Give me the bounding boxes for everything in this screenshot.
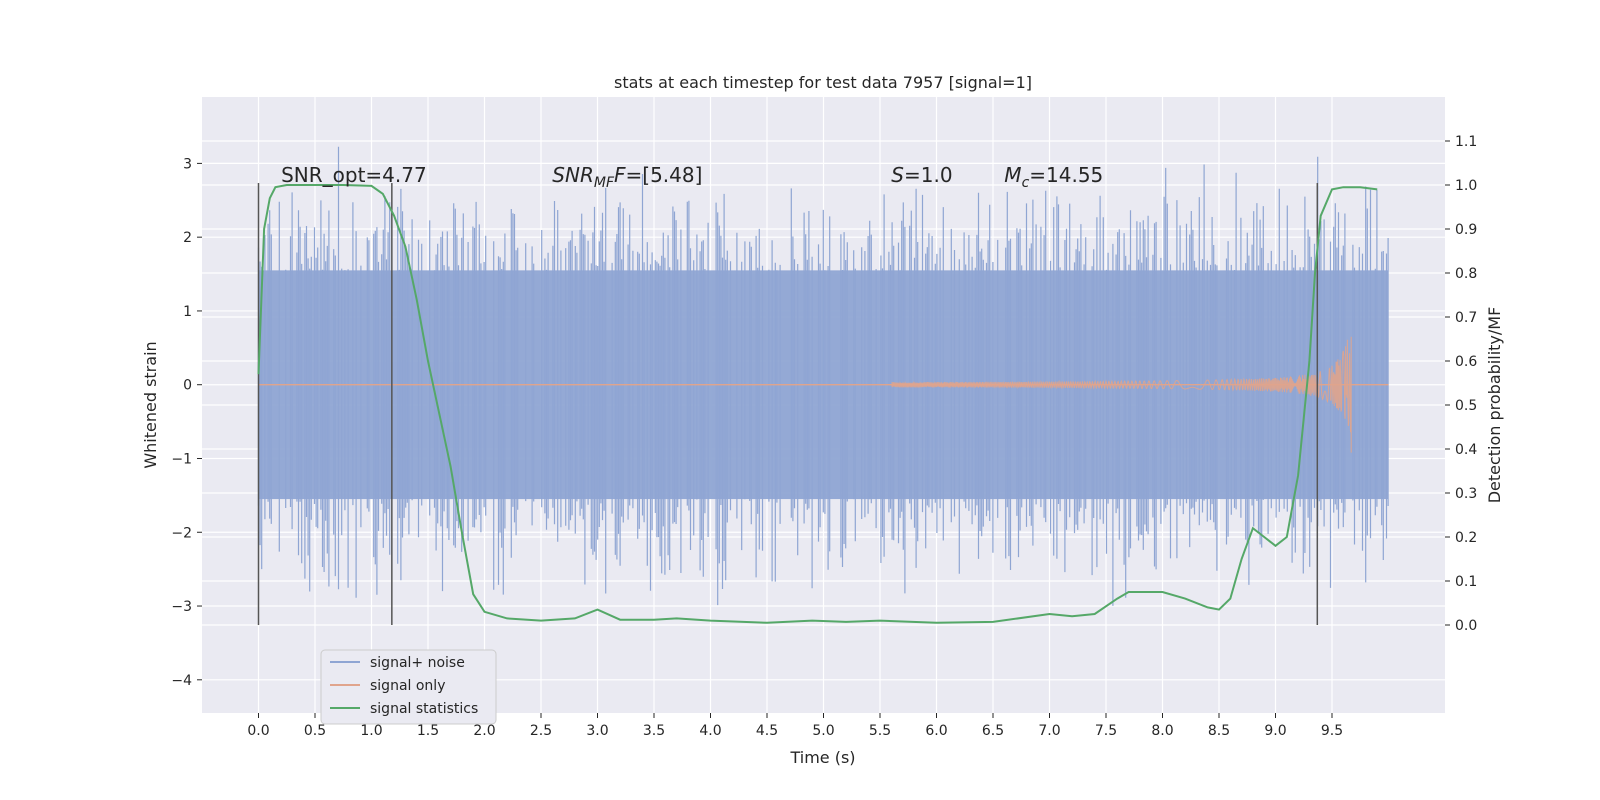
y-tick-label: 2 [183,230,192,246]
x-tick-label: 8.0 [1151,723,1173,739]
y-axis-right-label: Detection probability/MF [1485,307,1504,504]
x-tick-label: 6.0 [925,723,947,739]
x-tick-label: 3.5 [643,723,665,739]
annotation: SNRMFF=[5.48] [552,163,702,191]
x-axis-ticks: 0.0 0.5 1.0 1.5 2.0 2.5 3.0 3.5 4.0 4.5 5.0 5.5 6.0 6… [247,713,1343,739]
x-axis-label: Time (s) [789,748,855,767]
x-tick-label: 9.5 [1321,723,1343,739]
x-tick-label: 4.0 [699,723,721,739]
annotation: Mc=14.55 [1004,163,1103,191]
x-tick-label: 9.0 [1264,723,1286,739]
x-tick-label: 4.5 [756,723,778,739]
x-tick-label: 6.5 [982,723,1004,739]
y-tick-label: −3 [171,599,192,615]
y-right-tick-label: 0.1 [1455,574,1477,590]
y-right-tick-label: 0.2 [1455,530,1477,546]
y-right-tick-label: 0.5 [1455,398,1477,414]
annotation: SNR_opt=4.77 [281,163,427,187]
chart-title: stats at each timestep for test data 795… [614,73,1032,92]
y-axis-right-ticks: 1.1 1.0 0.9 0.8 0.7 0.6 0.5 0.4 0.3 0.2 0.1 0.0 [1445,134,1477,634]
y-right-tick-label: 0.9 [1455,222,1477,238]
y-right-tick-label: 0.6 [1455,354,1477,370]
x-tick-label: 0.5 [304,723,326,739]
y-tick-label: 1 [183,304,192,320]
x-tick-label: 2.0 [473,723,495,739]
legend-label-signal-noise: signal+ noise [370,655,465,671]
series-signal-only [891,336,1352,453]
legend-box [320,649,497,725]
series-signal-noise [257,146,1389,606]
y-right-tick-label: 1.0 [1455,178,1477,194]
y-tick-label: −1 [171,451,192,467]
legend-label-signal-only: signal only [370,678,445,694]
y-right-tick-label: 0.8 [1455,266,1477,282]
legend-label-signal-statistics: signal statistics [370,701,478,717]
x-tick-label: 8.5 [1208,723,1230,739]
y-right-tick-label: 0.3 [1455,486,1477,502]
x-tick-label: 5.0 [812,723,834,739]
x-tick-label: 0.0 [247,723,269,739]
x-tick-label: 2.5 [530,723,552,739]
series-signal-statistics-line [257,184,1378,624]
y-axis-ticks: 3 2 1 0 −1 −2 −3 −4 [171,156,202,689]
x-tick-label: 3.0 [586,723,608,739]
x-tick-label: 7.5 [1095,723,1117,739]
y-right-tick-label: 0.4 [1455,442,1477,458]
x-tick-label: 1.0 [360,723,382,739]
annotations: SNR_opt=4.77 SNRMFF=[5.48] S=1.0 Mc=14.55 [281,163,1103,191]
y-tick-label: −2 [171,525,192,541]
y-tick-label: −4 [171,673,192,689]
annotation: S=1.0 [891,163,952,187]
x-tick-label: 7.0 [1038,723,1060,739]
y-right-tick-label: 0.0 [1455,618,1477,634]
y-right-tick-label: 1.1 [1455,134,1477,150]
y-right-tick-label: 0.7 [1455,310,1477,326]
y-tick-label: 0 [183,378,192,394]
x-tick-label: 1.5 [417,723,439,739]
y-axis-label: Whitened strain [141,341,160,468]
legend: signal+ noise signal only signal statist… [320,649,497,725]
y-tick-label: 3 [183,156,192,172]
x-tick-label: 5.5 [869,723,891,739]
chirp-wave [891,336,1352,453]
